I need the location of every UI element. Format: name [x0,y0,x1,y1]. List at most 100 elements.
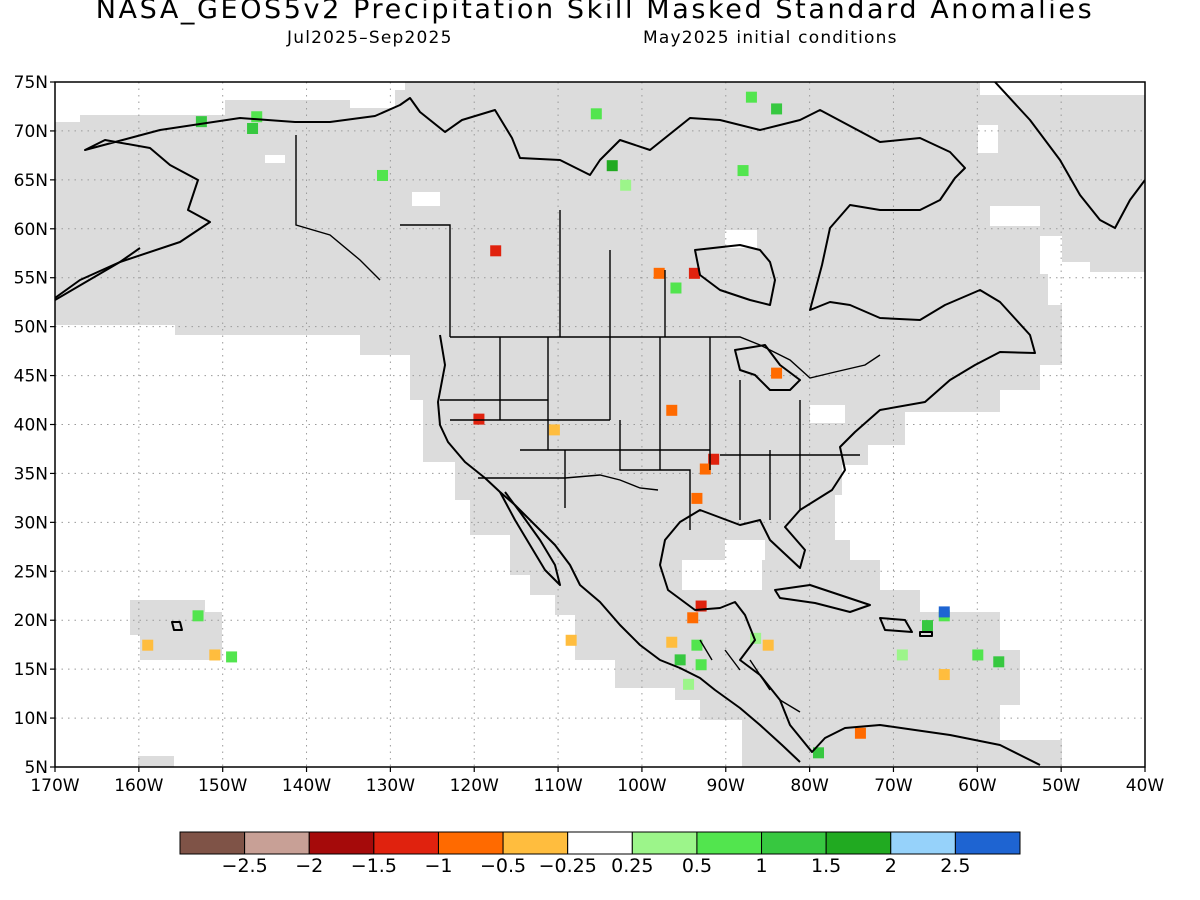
mask-gaps [265,125,1062,590]
pacific-coastline [437,334,801,763]
anomaly-patch [896,649,908,661]
colorbar-swatch [179,831,246,855]
anomaly-patch [565,634,577,646]
anomaly-patch [683,678,695,690]
anomaly-patch [377,169,388,181]
lat-label: 45N [14,367,48,387]
anomaly-patch [590,108,602,120]
anomaly-patch [666,404,678,416]
colorbar-label: −2.5 [221,855,268,877]
lon-label: 60W [958,776,997,796]
anomaly-patch [688,267,700,279]
anomaly-patch [699,463,711,475]
lon-label: 70W [874,776,913,796]
colorbar-label: −2 [295,855,324,877]
forecast-period-subtitle: Jul2025–Sep2025 [287,28,453,48]
colorbar-swatch [567,831,633,855]
colorbar-swatch [437,831,504,855]
colorbar-label: −1 [424,855,453,877]
anomaly-patch [737,165,749,177]
lon-label: 90W [707,776,746,796]
anomaly-patch [195,116,207,128]
anomaly-patch [938,669,950,681]
lat-label: 30N [14,513,48,533]
canada-province-borders [400,210,666,337]
anomaly-patch [490,245,502,257]
lon-label: 120W [450,776,499,796]
lat-label: 40N [14,416,48,436]
anomaly-patch [548,424,560,436]
alaska-canada-border [295,135,381,281]
colorbar-swatch [825,831,892,855]
anomaly-patch [762,639,774,651]
anomaly-patch [687,612,699,624]
colorbar-swatch [696,831,763,855]
anomaly-patch [771,367,783,379]
north-america-coastline [55,97,1041,766]
colorbar-label: −0.25 [538,855,597,877]
great-lakes-coastline [734,344,801,391]
hudson-bay-coastline [694,244,776,306]
initial-conditions-subtitle: May2025 initial conditions [643,28,898,48]
anomaly-patch [993,656,1005,668]
colorbar-swatch [244,831,310,855]
lat-label: 70N [14,122,48,142]
anomaly-patch [691,492,703,504]
lon-label: 40W [1126,776,1165,796]
lat-label: 25N [14,562,48,582]
lon-label: 80W [790,776,829,796]
puerto-rico-coastline [919,631,933,637]
lat-label: 5N [24,758,48,778]
colorbar [179,831,1021,855]
anomaly-patch [922,620,933,632]
pacific-mask-fragment [138,756,174,767]
anomaly-patch [666,636,678,648]
colorbar-swatch [954,831,1021,855]
lon-label: 160W [114,776,163,796]
anomaly-patch [192,610,204,622]
anomaly-patch [750,632,762,644]
anomaly-patch [653,267,665,279]
colorbar-swatch [308,831,375,855]
anomaly-patch [620,179,632,191]
anomaly-patch [691,639,703,651]
anomaly-patch [813,747,824,759]
colorbar-swatch [502,831,569,855]
colorbar-label: 1 [755,855,768,877]
anomaly-patch [972,649,984,661]
lat-label: 55N [14,269,48,289]
colorbar-label: −0.5 [479,855,527,877]
lat-label: 60N [14,220,48,240]
anomaly-patch [674,654,686,666]
us-mexico-border [478,474,659,491]
colorbar-swatch [631,831,698,855]
lon-label: 140W [282,776,331,796]
us-state-borders [440,337,860,530]
anomaly-patch [209,649,221,661]
skill-mask-region [55,82,1145,767]
colorbar-label: −1.5 [350,855,397,877]
lat-label: 35N [14,464,48,484]
anomaly-patch [695,659,707,671]
anomaly-patch [247,122,259,134]
anomaly-patch [142,639,154,651]
central-america-borders [699,639,801,713]
colorbar-label: 1.5 [811,855,842,877]
anomaly-patch [251,111,263,123]
lat-label: 20N [14,611,48,631]
lon-label: 50W [1042,776,1081,796]
anomaly-patch [473,413,485,425]
colorbar-label: 2 [884,855,897,877]
lon-label: 100W [617,776,666,796]
colorbar-swatch [373,831,439,855]
colorbar-swatch [761,831,827,855]
lat-label: 75N [14,73,48,93]
lat-label: 65N [14,171,48,191]
anomaly-patch [708,453,720,465]
lat-label: 10N [14,709,48,729]
anomaly-patch [670,282,682,294]
greenland-coastline [994,82,1145,229]
anomaly-patch [606,160,618,172]
axis-labels: 5N 10N 15N 20N 25N 30N 35N 40N 45N 50N 55N 60N 65N 70… [14,73,1165,796]
colorbar-label: 0.25 [611,855,654,877]
